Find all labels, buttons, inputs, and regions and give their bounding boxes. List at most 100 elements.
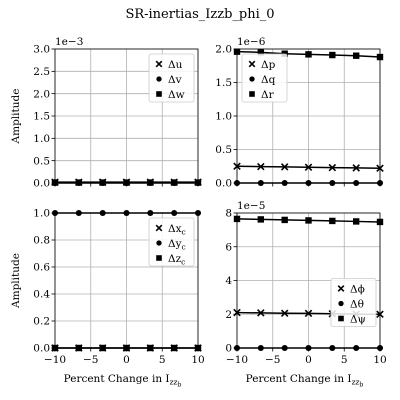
data-point [257,216,265,223]
legend-marker [337,285,345,292]
x-tick-label: 10 [191,354,204,366]
y-tick-label: 6 [225,241,232,253]
x-tick-label: 0 [305,354,312,366]
data-point [257,49,265,56]
data-point [329,217,336,225]
series-q [233,179,384,187]
data-point [75,179,83,186]
data-point [353,344,360,352]
y-tick-label: 0.0 [33,178,50,190]
data-point [99,179,106,186]
x-tick-label: 10 [373,354,386,366]
legend-entry: Δu [168,59,183,71]
data-point [123,344,130,352]
panels: 0.0 0.5 1.0 1.5 2.0 2.5 3.0 1e−3 Amplitude Δu Δv Δw… [10,36,387,389]
y-axis-label: Amplitude [10,253,22,309]
legend-marker [338,315,344,322]
data-point [170,344,178,352]
data-point [194,179,202,186]
y-tick-label: 2 [225,309,232,321]
y-tick-label: 0.2 [33,316,50,328]
y-tick-label: 1.5 [33,111,50,123]
x-tick-label: −5 [265,354,280,366]
data-point [329,179,336,187]
legend-marker [155,224,163,232]
legend-marker [156,91,162,97]
legend: Δp Δq Δr [241,53,288,103]
data-point [170,179,178,186]
series-z-c [51,344,202,352]
y-tick-label: 0.0 [33,343,50,355]
y-tick-label: 0.6 [33,262,50,274]
series-p [233,162,384,173]
legend-marker [338,300,344,307]
data-point [75,209,82,217]
axis-exponent-label: 1e−3 [55,36,83,48]
data-point [305,51,312,58]
data-point [304,309,313,318]
axis-exponent-label: 1e−6 [237,36,266,48]
y-tick-label: 0 [225,343,232,355]
series- [233,215,384,226]
data-point [257,179,264,187]
data-point [233,162,241,171]
data-point [280,309,289,318]
data-point [304,163,313,172]
data-point [75,344,83,352]
data-point [329,344,336,352]
chart-panel-bottom-right: −10 −5 0 5 10 0 2 4 6 8 1e−5 Percent Change in Izzb… [225,200,386,389]
y-tick-label: 8 [225,208,232,220]
legend-entry: Δw [168,89,185,101]
y-tick-label: 0.0 [215,178,232,190]
data-point [281,216,288,224]
data-point [233,344,241,352]
y-tick-label: 3.0 [33,44,50,56]
data-point [147,344,154,352]
data-point [51,179,59,186]
data-point [123,179,130,186]
y-tick-label: 2.0 [215,44,232,56]
series- [233,344,384,352]
legend-marker [156,240,162,246]
y-tick-label: 4 [225,275,232,287]
x-tick-label: −10 [226,354,248,366]
y-tick-label: 0.8 [33,235,50,247]
axis-exponent-label: 1e−5 [237,200,265,212]
data-point [281,344,288,352]
data-point [328,163,337,172]
figure-title: SR-inertias_Izzb_phi_0 [125,7,274,22]
data-point [376,344,384,352]
data-point [233,215,241,223]
legend-marker [249,91,255,97]
data-point [194,209,202,217]
chart-panel-bottom-left: −10 −5 0 5 10 0.0 0.2 0.4 0.6 0.8 1.0 Amplitude Perc… [10,208,205,389]
data-point [99,344,106,352]
y-tick-label: 1.0 [215,111,232,123]
legend: Δu Δv Δw [148,53,195,103]
legend-entry: Δxc [168,223,186,237]
legend-marker [156,255,162,261]
data-point [305,344,312,352]
legend-entry: Δv [168,74,182,86]
y-tick-label: 1.0 [33,208,50,220]
data-point [51,344,59,352]
data-point [194,344,202,352]
legend-marker [156,76,162,82]
legend-marker [248,60,256,68]
series-w [51,179,202,186]
data-point [257,309,265,317]
legend-entry: Δq [261,74,276,86]
data-point [171,209,178,217]
y-tick-label: 2.0 [33,88,50,100]
x-axis-label: Percent Change in Izzb [64,373,182,389]
data-point [280,163,289,171]
data-point [51,209,59,217]
data-point [305,179,312,187]
data-point [257,344,264,352]
data-point [376,164,384,173]
data-point [233,48,241,55]
y-tick-label: 1.5 [215,77,232,89]
data-point [99,209,106,217]
data-point [281,179,288,187]
